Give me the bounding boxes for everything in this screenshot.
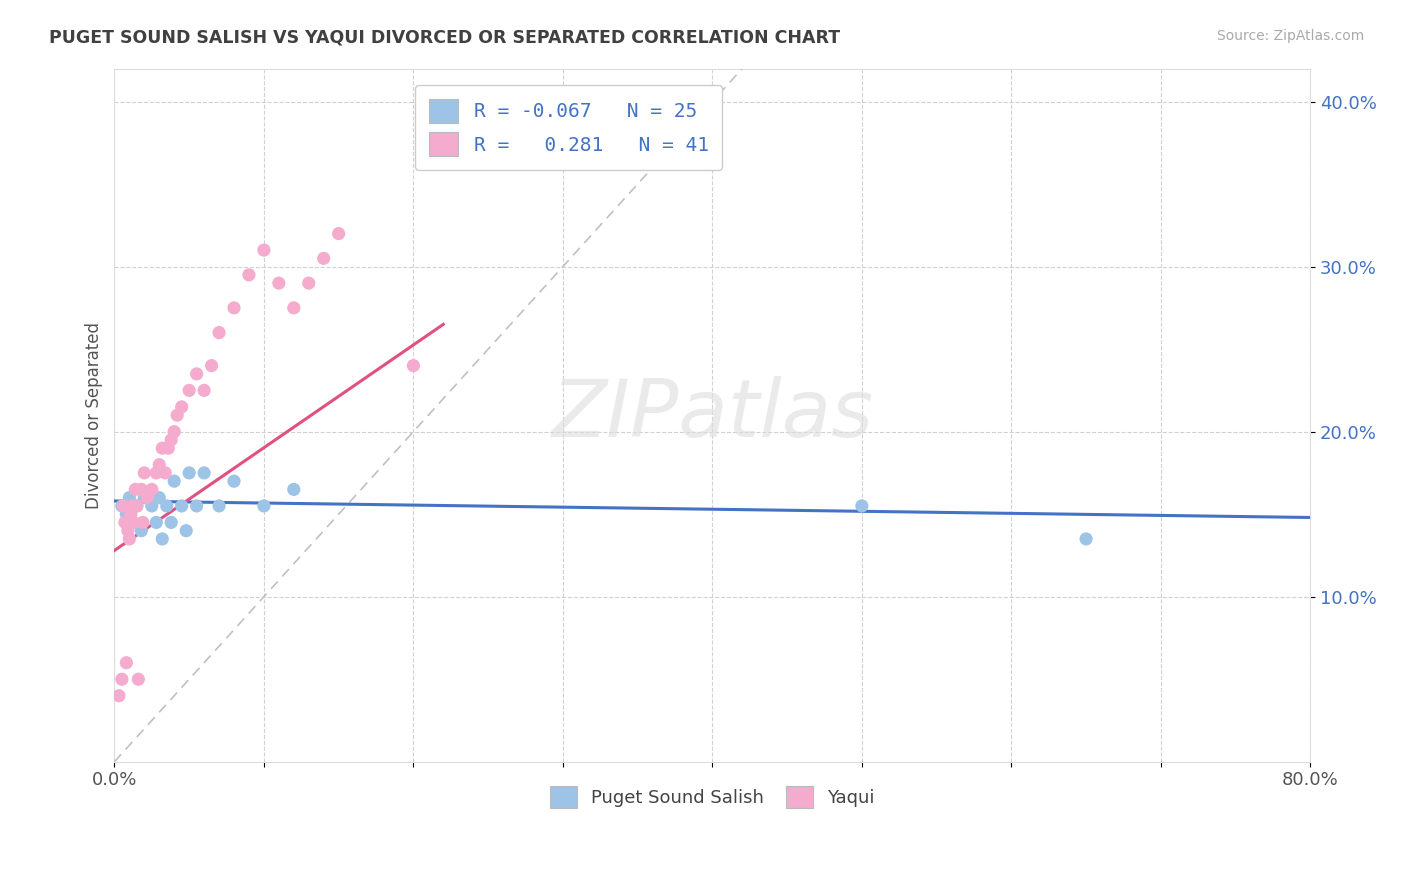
Point [253,499,276,513]
Point [124,483,146,497]
Point [193,466,215,480]
Text: PUGET SOUND SALISH VS YAQUI DIVORCED OR SEPARATED CORRELATION CHART: PUGET SOUND SALISH VS YAQUI DIVORCED OR … [49,29,841,46]
Point [118,491,141,505]
Point [156,499,179,513]
Point [328,227,350,241]
Point [134,466,156,480]
Y-axis label: Divorced or Separated: Divorced or Separated [86,322,103,508]
Point [141,499,163,513]
Point [134,491,156,505]
Point [200,359,222,373]
Point [148,491,170,505]
Point [112,499,135,513]
Point [121,499,143,513]
Point [1074,532,1097,546]
Text: ZIPatlas: ZIPatlas [551,376,873,454]
Point [170,400,193,414]
Point [115,507,138,521]
Point [298,276,321,290]
Point [150,532,173,546]
Point [145,516,167,530]
Point [163,474,186,488]
Point [111,499,134,513]
Point [145,466,167,480]
Point [155,466,177,480]
Point [179,384,201,398]
Point [186,499,208,513]
Point [174,524,197,538]
Text: Source: ZipAtlas.com: Source: ZipAtlas.com [1216,29,1364,43]
Point [136,491,159,505]
Point [108,689,131,703]
Point [163,425,186,439]
Point [267,276,290,290]
Point [150,441,173,455]
Point [222,301,245,315]
Point [238,268,260,282]
Point [222,474,245,488]
Point [120,507,142,521]
Point [118,532,141,546]
Point [121,516,143,530]
Point [157,441,180,455]
Point [131,524,153,538]
Point [402,359,425,373]
Point [179,466,201,480]
Point [111,672,134,686]
Point [122,516,145,530]
Point [851,499,873,513]
Point [127,672,149,686]
Point [283,301,305,315]
Point [125,499,148,513]
Point [117,524,139,538]
Point [312,252,335,266]
Point [193,384,215,398]
Point [160,433,183,447]
Point [148,458,170,472]
Point [114,516,136,530]
Point [132,516,155,530]
Point [253,243,276,257]
Legend: Puget Sound Salish, Yaqui: Puget Sound Salish, Yaqui [543,779,882,815]
Point [166,408,188,422]
Point [170,499,193,513]
Point [131,483,153,497]
Point [208,326,231,340]
Point [141,483,163,497]
Point [115,656,138,670]
Point [125,499,148,513]
Point [208,499,231,513]
Point [283,483,305,497]
Point [186,367,208,381]
Point [160,516,183,530]
